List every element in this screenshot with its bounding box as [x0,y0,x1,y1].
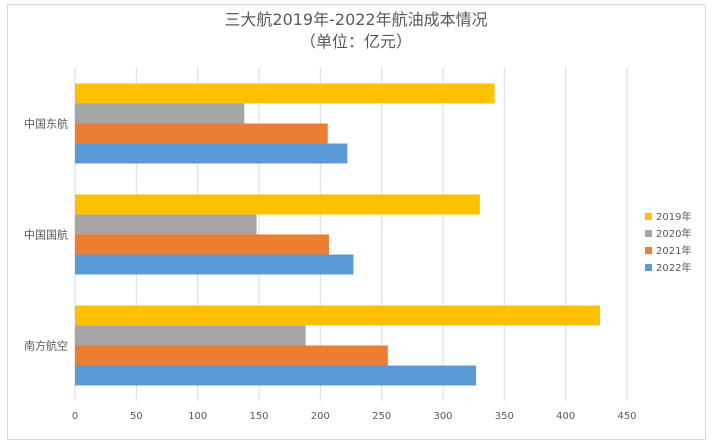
legend-label: 2020年 [656,227,691,240]
legend-swatch [645,247,652,254]
legend-swatch [645,213,652,220]
x-tick-label: 200 [311,411,330,422]
x-tick-labels: 0 50 100 150 200 250 300 350 400 450 [72,411,637,422]
bar-1-3 [75,325,306,346]
category-label: 中国国航 [24,228,68,242]
category-labels: 南方航空 中国国航 中国东航 [24,117,68,353]
legend-label: 2022年 [656,261,691,274]
x-tick-label: 400 [556,411,575,422]
category-label: 中国东航 [24,117,68,131]
bar-2-1 [75,254,354,275]
x-tick-label: 250 [372,411,391,422]
bar-3-3 [75,103,245,124]
legend-label: 2021年 [656,244,691,257]
bar-1-1 [75,365,477,386]
legend: 2019年 2020年 2021年 2022年 [645,210,691,274]
chart-title: 三大航2019年-2022年航油成本情况 [224,10,488,29]
x-tick-label: 450 [617,411,636,422]
legend-swatch [645,230,652,237]
legend-label: 2019年 [656,210,691,223]
category-label: 南方航空 [24,339,68,353]
chart-subtitle: （单位：亿元） [299,32,412,51]
legend-swatch [645,264,652,271]
x-tick-label: 100 [188,411,207,422]
x-tick-label: 150 [249,411,268,422]
bar-3-1 [75,143,348,164]
bar-1-2 [75,345,388,366]
bar-3-2 [75,123,328,144]
x-tick-label: 350 [495,411,514,422]
bar-2-4 [75,194,480,215]
bar-2-3 [75,214,257,235]
x-tick-label: 50 [130,411,143,422]
bar-2-2 [75,234,329,255]
x-tick-label: 0 [72,411,78,422]
x-tick-label: 300 [433,411,452,422]
bar-3-4 [75,83,495,104]
bar-1-4 [75,305,601,326]
bars [75,83,601,386]
